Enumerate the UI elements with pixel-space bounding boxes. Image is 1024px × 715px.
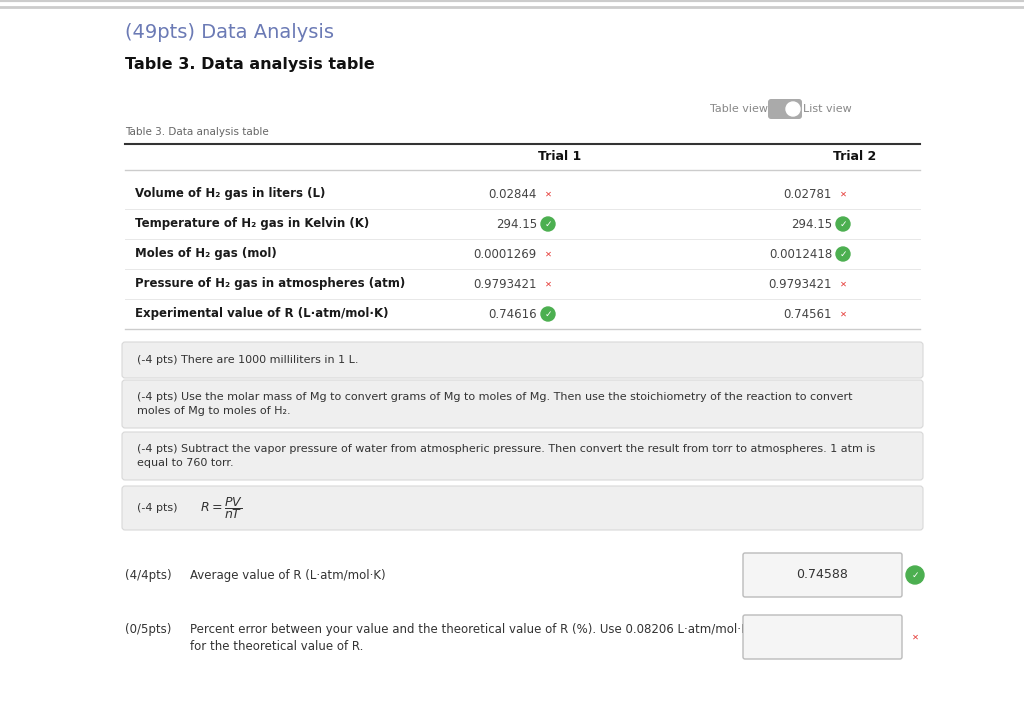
Text: 0.02781: 0.02781: [783, 187, 831, 200]
Circle shape: [836, 187, 850, 201]
Text: for the theoretical value of R.: for the theoretical value of R.: [190, 641, 364, 654]
Text: 0.0012418: 0.0012418: [769, 247, 831, 260]
Text: (-4 pts) Subtract the vapor pressure of water from atmospheric pressure. Then co: (-4 pts) Subtract the vapor pressure of …: [137, 444, 876, 468]
Text: Volume of H₂ gas in liters (L): Volume of H₂ gas in liters (L): [135, 187, 326, 200]
Text: 0.9793421: 0.9793421: [768, 277, 831, 290]
Text: ✓: ✓: [840, 250, 847, 259]
FancyBboxPatch shape: [122, 432, 923, 480]
Text: ✓: ✓: [544, 220, 552, 229]
Text: Trial 2: Trial 2: [834, 150, 877, 164]
Text: Temperature of H₂ gas in Kelvin (K): Temperature of H₂ gas in Kelvin (K): [135, 217, 370, 230]
Text: 0.02844: 0.02844: [488, 187, 537, 200]
Circle shape: [836, 277, 850, 291]
Text: ✕: ✕: [840, 280, 847, 288]
Text: ✓: ✓: [544, 310, 552, 318]
Text: (49pts) Data Analysis: (49pts) Data Analysis: [125, 22, 334, 41]
Circle shape: [541, 247, 555, 261]
Text: Percent error between your value and the theoretical value of R (%). Use 0.08206: Percent error between your value and the…: [190, 623, 749, 636]
Text: ✓: ✓: [911, 571, 919, 579]
Text: ✓: ✓: [840, 220, 847, 229]
Circle shape: [836, 247, 850, 261]
Text: ✕: ✕: [545, 250, 552, 259]
Text: ✕: ✕: [840, 310, 847, 318]
FancyBboxPatch shape: [122, 380, 923, 428]
Text: ✕: ✕: [911, 633, 919, 641]
Text: ✕: ✕: [840, 189, 847, 199]
Text: Table 3. Data analysis table: Table 3. Data analysis table: [125, 57, 375, 72]
Text: Pressure of H₂ gas in atmospheres (atm): Pressure of H₂ gas in atmospheres (atm): [135, 277, 406, 290]
FancyBboxPatch shape: [122, 486, 923, 530]
Circle shape: [906, 566, 924, 584]
Text: $R = \dfrac{PV}{nT}$: $R = \dfrac{PV}{nT}$: [200, 495, 243, 521]
Text: (0/5pts): (0/5pts): [125, 623, 171, 636]
Text: 294.15: 294.15: [496, 217, 537, 230]
Text: 0.74561: 0.74561: [783, 307, 831, 320]
Text: Average value of R (L·atm/mol·K): Average value of R (L·atm/mol·K): [190, 568, 386, 581]
Circle shape: [541, 217, 555, 231]
Text: 0.9793421: 0.9793421: [473, 277, 537, 290]
FancyBboxPatch shape: [122, 342, 923, 378]
Circle shape: [541, 187, 555, 201]
Circle shape: [786, 102, 800, 116]
Circle shape: [541, 277, 555, 291]
Text: List view: List view: [803, 104, 852, 114]
Text: Moles of H₂ gas (mol): Moles of H₂ gas (mol): [135, 247, 276, 260]
FancyBboxPatch shape: [743, 615, 902, 659]
Text: Table view: Table view: [710, 104, 768, 114]
Text: Trial 1: Trial 1: [539, 150, 582, 164]
Text: (-4 pts) Use the molar mass of Mg to convert grams of Mg to moles of Mg. Then us: (-4 pts) Use the molar mass of Mg to con…: [137, 392, 853, 416]
FancyBboxPatch shape: [743, 553, 902, 597]
Text: Table 3. Data analysis table: Table 3. Data analysis table: [125, 127, 268, 137]
Circle shape: [836, 217, 850, 231]
Text: Experimental value of R (L·atm/mol·K): Experimental value of R (L·atm/mol·K): [135, 307, 388, 320]
Circle shape: [836, 307, 850, 321]
Text: 0.74616: 0.74616: [488, 307, 537, 320]
Text: ✕: ✕: [545, 189, 552, 199]
Text: (4/4pts): (4/4pts): [125, 568, 172, 581]
Circle shape: [541, 307, 555, 321]
FancyBboxPatch shape: [768, 99, 802, 119]
Circle shape: [906, 628, 924, 646]
Text: 0.0001269: 0.0001269: [474, 247, 537, 260]
Text: (-4 pts) There are 1000 milliliters in 1 L.: (-4 pts) There are 1000 milliliters in 1…: [137, 355, 358, 365]
Text: (-4 pts): (-4 pts): [137, 503, 181, 513]
Text: ✕: ✕: [545, 280, 552, 288]
Text: 0.74588: 0.74588: [796, 568, 848, 581]
Text: 294.15: 294.15: [791, 217, 831, 230]
